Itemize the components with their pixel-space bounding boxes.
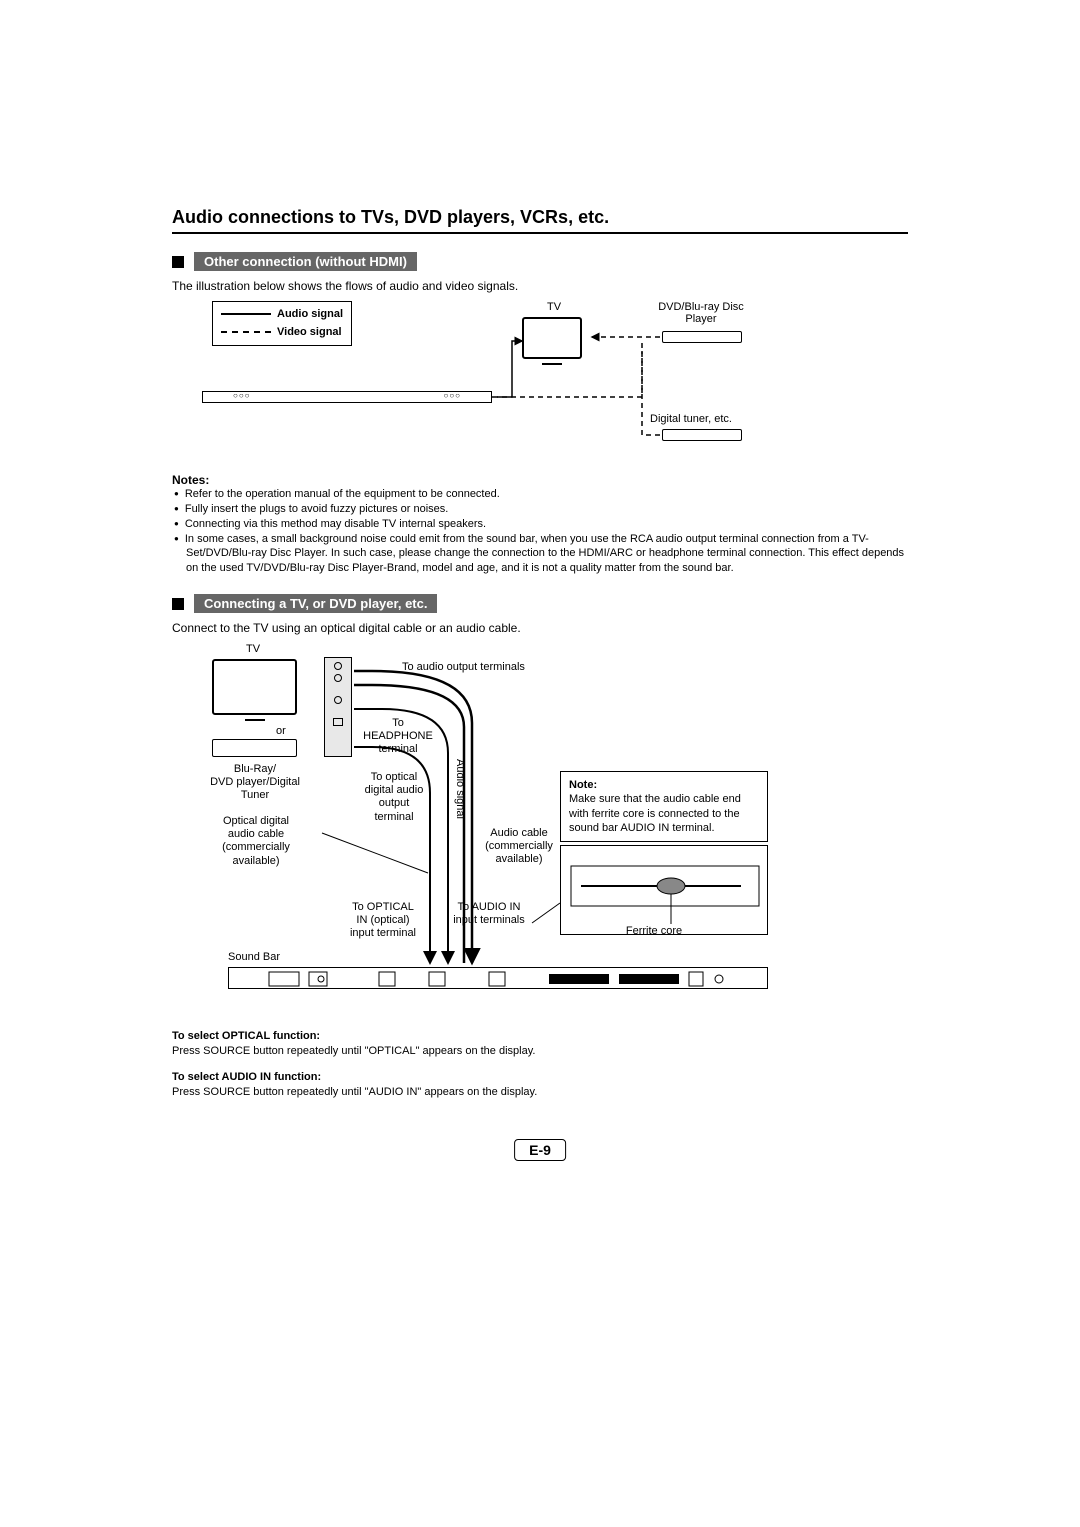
- page-title: Audio connections to TVs, DVD players, V…: [172, 207, 908, 228]
- diagram2-lines: [172, 643, 812, 993]
- section2-title: Connecting a TV, or DVD player, etc.: [194, 594, 437, 613]
- section1-intro: The illustration below shows the flows o…: [172, 279, 908, 293]
- notes-list: Refer to the operation manual of the equ…: [172, 487, 908, 576]
- instructions: To select OPTICAL function: Press SOURCE…: [172, 1029, 908, 1101]
- diagram-2: TV or Blu-Ray/ DVD player/Digital Tuner …: [172, 643, 908, 1013]
- section1-title: Other connection (without HDMI): [194, 252, 417, 271]
- notes-heading: Notes:: [172, 473, 908, 487]
- audioin-text: Press SOURCE button repeatedly until "AU…: [172, 1085, 908, 1100]
- diagram1-lines: [172, 301, 908, 461]
- note-item: Fully insert the plugs to avoid fuzzy pi…: [186, 502, 908, 517]
- page-number: E-9: [514, 1139, 566, 1161]
- title-underline: [172, 232, 908, 234]
- section-marker-icon: [172, 598, 184, 610]
- section2-header: Connecting a TV, or DVD player, etc.: [172, 594, 908, 613]
- note-item: Connecting via this method may disable T…: [186, 517, 908, 532]
- optical-heading: To select OPTICAL function:: [172, 1029, 908, 1044]
- optical-text: Press SOURCE button repeatedly until "OP…: [172, 1044, 908, 1059]
- audioin-heading: To select AUDIO IN function:: [172, 1070, 908, 1085]
- diagram-1: Audio signal Video signal TV DVD/Blu-ray…: [172, 301, 908, 461]
- section1-header: Other connection (without HDMI): [172, 252, 908, 271]
- note-item: Refer to the operation manual of the equ…: [186, 487, 908, 502]
- note-item: In some cases, a small background noise …: [186, 532, 908, 577]
- section2-intro: Connect to the TV using an optical digit…: [172, 621, 908, 635]
- section-marker-icon: [172, 256, 184, 268]
- manual-page: Audio connections to TVs, DVD players, V…: [172, 207, 908, 1101]
